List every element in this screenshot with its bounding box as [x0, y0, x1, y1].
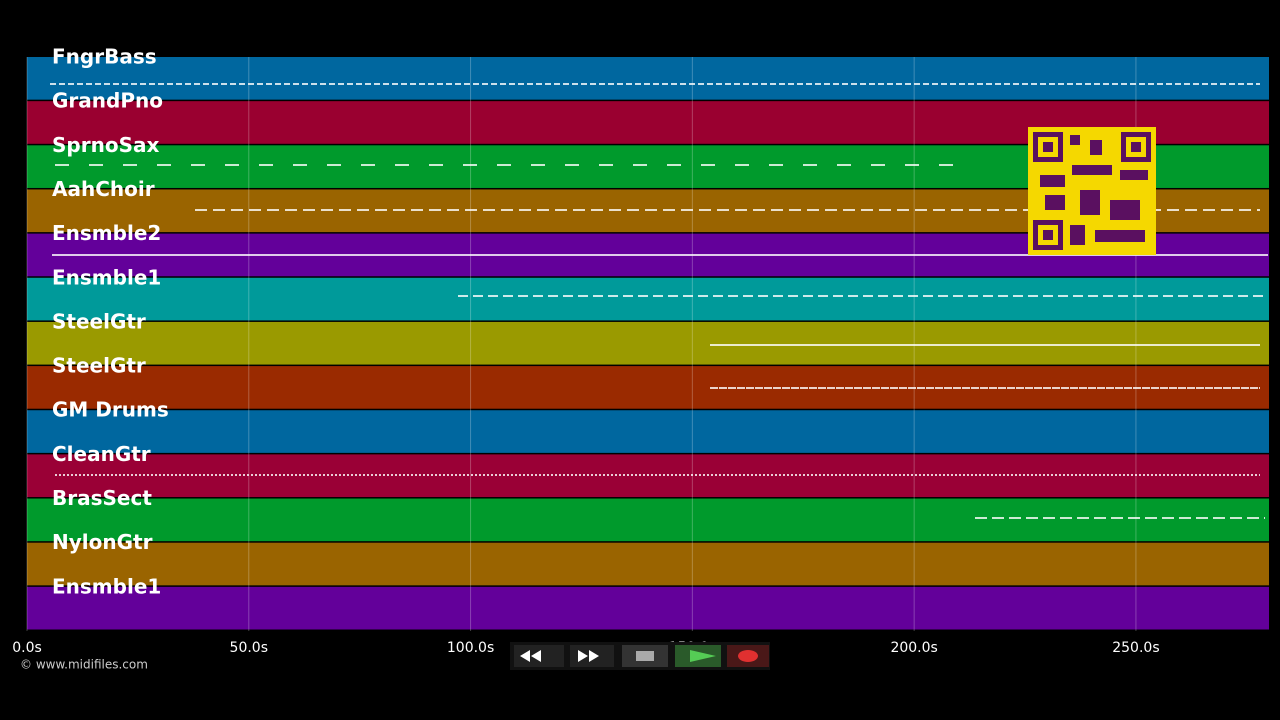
track-label: SteelGtr	[52, 309, 146, 333]
track-band	[27, 542, 1269, 586]
forward-button[interactable]	[570, 645, 614, 667]
track-band	[27, 586, 1269, 630]
track-label: AahChoir	[52, 177, 155, 201]
track-label: Ensmble2	[52, 221, 161, 245]
track-band	[27, 498, 1269, 542]
track-label: SprnoSax	[52, 133, 159, 157]
track-labels: FngrBass GrandPno SprnoSax AahChoir Ensmble2…	[52, 45, 169, 599]
track-band	[27, 277, 1269, 321]
track-label: CleanGtr	[52, 442, 151, 466]
tick-label: 250.0s	[1112, 640, 1159, 656]
track-label: FngrBass	[52, 45, 157, 69]
tick-label: 200.0s	[890, 640, 937, 656]
track-label: SteelGtr	[52, 354, 146, 378]
controls	[510, 642, 770, 670]
track-label: GM Drums	[52, 398, 169, 422]
tick-label: 50.0s	[230, 640, 268, 656]
track-label: BrasSect	[52, 486, 152, 510]
track-band	[27, 410, 1269, 453]
track-label: NylonGtr	[52, 530, 153, 554]
track-label: Ensmble1	[52, 574, 161, 598]
track-band	[27, 321, 1269, 365]
copyright: © www.midifiles.com	[20, 658, 148, 672]
tick-label: 100.0s	[447, 640, 494, 656]
track-band	[27, 57, 1269, 100]
stop-button[interactable]	[622, 645, 668, 667]
track-label: Ensmble1	[52, 265, 161, 289]
qr-code	[1028, 127, 1156, 255]
tick-label: 0.0s	[12, 640, 42, 656]
rewind-button[interactable]	[514, 645, 564, 667]
track-label: GrandPno	[52, 89, 163, 113]
play-button[interactable]	[675, 645, 721, 667]
record-button[interactable]	[727, 645, 769, 667]
